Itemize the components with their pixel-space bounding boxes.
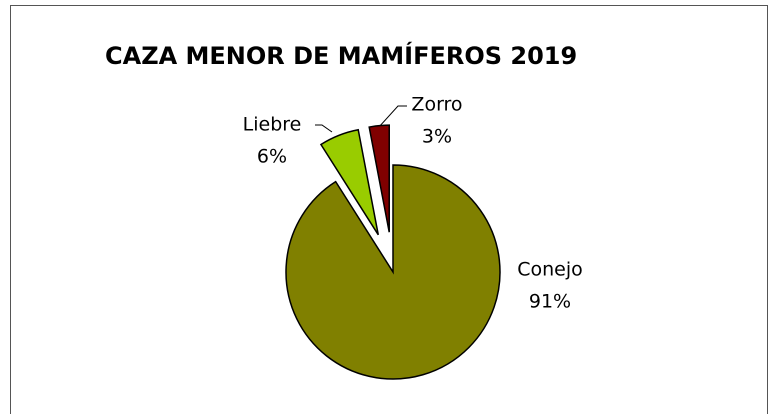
pie-slice (285, 164, 501, 380)
slice-label: Zorro (411, 94, 462, 116)
slice-label: Liebre (243, 114, 302, 136)
slice-value-label: 6% (257, 146, 287, 168)
leader-line (377, 105, 407, 129)
leader-line (315, 124, 333, 133)
chart-title: CAZA MENOR DE MAMÍFEROS 2019 (105, 41, 577, 70)
slice-value-label: 91% (529, 291, 571, 313)
slice-label: Conejo (517, 259, 583, 281)
pie-slice (368, 124, 390, 233)
slice-value-label: 3% (422, 126, 452, 148)
pie-slice (319, 128, 380, 236)
